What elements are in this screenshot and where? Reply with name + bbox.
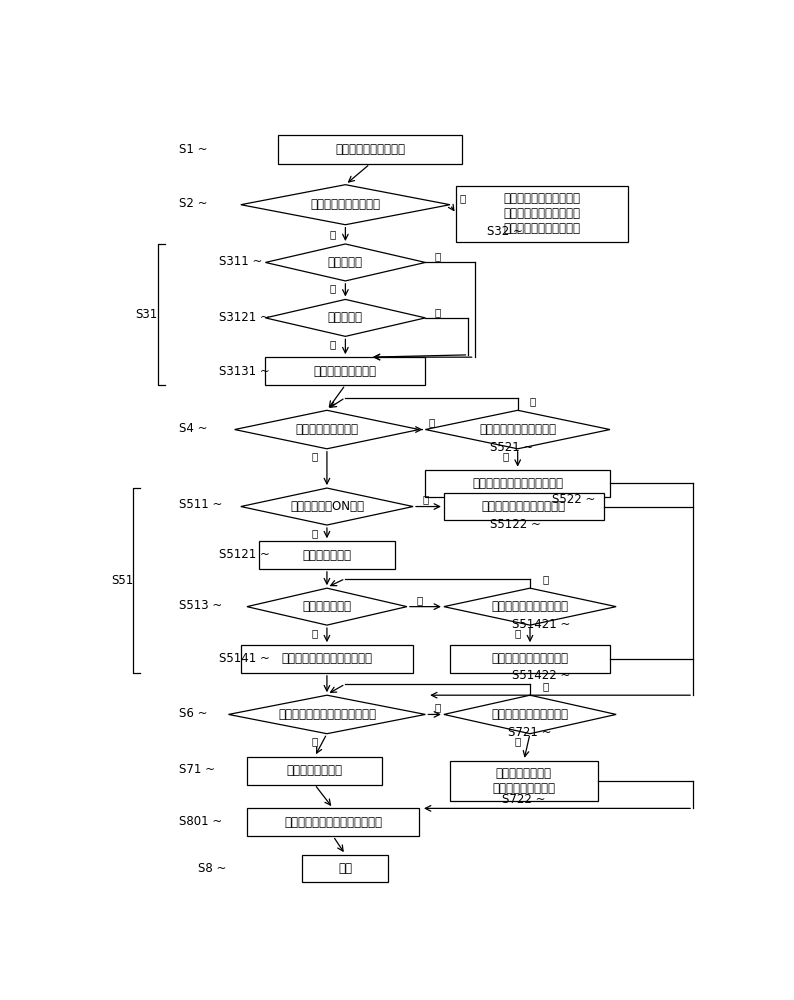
Text: 否: 否 — [416, 595, 422, 605]
FancyBboxPatch shape — [444, 493, 603, 520]
FancyBboxPatch shape — [450, 761, 598, 801]
Text: 主正继电器、主负
继电器断开超时故障: 主正继电器、主负 继电器断开超时故障 — [492, 767, 555, 795]
Text: 存储电池系统发出的充电能量值: 存储电池系统发出的充电能量值 — [284, 816, 382, 829]
Text: 车载充电继电器断开: 车载充电继电器断开 — [295, 423, 358, 436]
Polygon shape — [247, 588, 407, 625]
FancyBboxPatch shape — [278, 135, 462, 164]
Text: 是: 是 — [459, 194, 465, 204]
Text: 是: 是 — [311, 736, 318, 746]
FancyBboxPatch shape — [247, 757, 383, 785]
Text: S51422 ~: S51422 ~ — [511, 669, 570, 682]
FancyBboxPatch shape — [259, 541, 395, 569]
Text: 否: 否 — [434, 307, 441, 317]
Text: S51: S51 — [111, 574, 133, 587]
FancyBboxPatch shape — [456, 186, 629, 242]
Text: 否: 否 — [330, 284, 336, 294]
Polygon shape — [444, 588, 616, 625]
Text: 充电枪拔出: 充电枪拔出 — [328, 311, 363, 324]
Polygon shape — [265, 299, 426, 336]
Polygon shape — [265, 244, 426, 281]
Text: 整车进入低压系统唤醒模式: 整车进入低压系统唤醒模式 — [482, 500, 566, 513]
Text: 第三时间大于第三预设值: 第三时间大于第三预设值 — [491, 600, 569, 613]
Text: 否: 否 — [311, 528, 318, 538]
Text: S721 ~: S721 ~ — [508, 726, 552, 739]
Text: S521 ~: S521 ~ — [490, 441, 534, 454]
FancyBboxPatch shape — [247, 808, 419, 836]
FancyBboxPatch shape — [450, 645, 610, 673]
Text: 车载充电继电器断开超时故障: 车载充电继电器断开超时故障 — [472, 477, 563, 490]
Text: 否: 否 — [530, 396, 536, 406]
Text: 断开车载充电继电器: 断开车载充电继电器 — [314, 365, 377, 378]
Text: 关闭主正继电器、主负继电器: 关闭主正继电器、主负继电器 — [281, 652, 372, 666]
Text: 否: 否 — [429, 418, 434, 428]
Text: S5141 ~: S5141 ~ — [219, 652, 270, 666]
Text: S801 ~: S801 ~ — [179, 815, 222, 828]
Polygon shape — [241, 185, 450, 225]
Text: S71 ~: S71 ~ — [179, 763, 215, 776]
Text: 是: 是 — [330, 339, 336, 349]
Text: 发送故障码，关闭快充继
电器、车载充电继电器、
主正继电器和主负继电器: 发送故障码，关闭快充继 电器、车载充电继电器、 主正继电器和主负继电器 — [504, 192, 580, 235]
Text: 是: 是 — [422, 495, 429, 505]
FancyBboxPatch shape — [426, 470, 610, 497]
Text: 充电上电过程发生故障: 充电上电过程发生故障 — [310, 198, 380, 211]
Text: 否: 否 — [434, 703, 441, 713]
Text: 是: 是 — [515, 628, 521, 638]
Text: 主正继电器、主负继电器均断开: 主正继电器、主负继电器均断开 — [278, 708, 376, 721]
Text: S513 ~: S513 ~ — [179, 599, 222, 612]
Polygon shape — [444, 695, 616, 734]
Text: S3131 ~: S3131 ~ — [219, 365, 270, 378]
Polygon shape — [426, 410, 610, 449]
Text: 第四时间大于第四预设值: 第四时间大于第四预设值 — [491, 708, 569, 721]
Text: 电压转化器关闭超时故障: 电压转化器关闭超时故障 — [491, 652, 569, 666]
Text: 否: 否 — [330, 229, 336, 239]
Text: S6 ~: S6 ~ — [179, 707, 208, 720]
Text: 第二时间大于第二预设值: 第二时间大于第二预设值 — [480, 423, 556, 436]
Text: 进入车载充电下电流程: 进入车载充电下电流程 — [335, 143, 405, 156]
Text: 电压转换器关闭: 电压转换器关闭 — [303, 600, 352, 613]
Text: S5121 ~: S5121 ~ — [219, 548, 270, 561]
Text: 车载充电下电成功: 车载充电下电成功 — [287, 764, 343, 777]
Text: 否: 否 — [542, 681, 549, 691]
Text: 是: 是 — [311, 628, 318, 638]
Text: 电池充满电: 电池充满电 — [328, 256, 363, 269]
Text: S8 ~: S8 ~ — [198, 862, 226, 875]
Text: 结束: 结束 — [338, 862, 353, 875]
Polygon shape — [235, 410, 419, 449]
Polygon shape — [241, 488, 413, 525]
Text: S4 ~: S4 ~ — [179, 422, 208, 434]
Polygon shape — [229, 695, 426, 734]
Text: 关闭电压转换器: 关闭电压转换器 — [303, 549, 352, 562]
Text: S3121 ~: S3121 ~ — [219, 311, 270, 324]
FancyBboxPatch shape — [265, 357, 426, 385]
Text: S1 ~: S1 ~ — [179, 143, 208, 156]
Text: S722 ~: S722 ~ — [503, 793, 545, 806]
Text: S5122 ~: S5122 ~ — [490, 518, 541, 531]
Text: S2 ~: S2 ~ — [179, 197, 208, 210]
Text: S51421 ~: S51421 ~ — [511, 618, 570, 631]
Text: 是: 是 — [311, 451, 318, 461]
Text: S522 ~: S522 ~ — [552, 493, 595, 506]
Text: 是: 是 — [503, 451, 508, 461]
Text: S511 ~: S511 ~ — [179, 498, 222, 512]
Text: 否: 否 — [542, 574, 549, 584]
Text: 点火开关处于ON位置: 点火开关处于ON位置 — [290, 500, 364, 513]
Text: 是: 是 — [434, 251, 441, 261]
Text: S31: S31 — [136, 308, 158, 321]
FancyBboxPatch shape — [303, 855, 388, 882]
Text: 是: 是 — [515, 736, 521, 746]
Text: S311 ~: S311 ~ — [219, 255, 263, 268]
FancyBboxPatch shape — [241, 645, 413, 673]
Text: S32 ~: S32 ~ — [487, 225, 522, 238]
